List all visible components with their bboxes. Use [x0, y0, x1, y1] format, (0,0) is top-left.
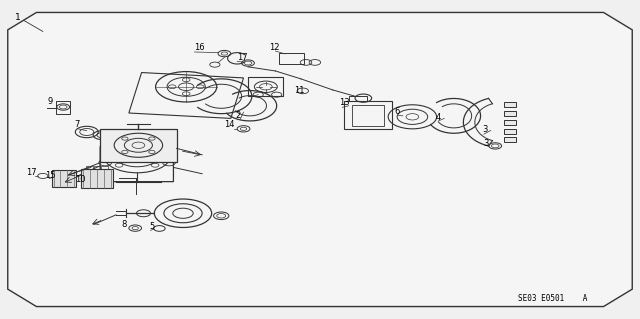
Bar — [504, 137, 516, 142]
Text: 7: 7 — [75, 120, 80, 129]
Bar — [94, 167, 100, 169]
Polygon shape — [8, 12, 632, 307]
Text: 17: 17 — [237, 53, 248, 62]
Text: 14: 14 — [225, 120, 235, 129]
Bar — [278, 53, 304, 64]
Text: 9: 9 — [47, 97, 52, 106]
Text: 5: 5 — [150, 222, 155, 231]
Bar — [344, 101, 392, 130]
Text: 8: 8 — [121, 220, 127, 229]
Bar — [504, 111, 516, 116]
Text: 3: 3 — [483, 139, 488, 148]
Text: 3: 3 — [483, 125, 488, 134]
Text: SE03 E0501    A: SE03 E0501 A — [518, 294, 587, 303]
Bar — [86, 167, 93, 169]
Bar — [81, 169, 113, 188]
Bar — [504, 120, 516, 125]
Text: 6: 6 — [394, 107, 400, 116]
Bar — [504, 129, 516, 134]
Bar — [352, 105, 384, 125]
Bar — [248, 77, 284, 96]
Bar — [349, 96, 367, 101]
Text: 12: 12 — [269, 43, 280, 52]
Bar — [52, 170, 76, 187]
Text: 11: 11 — [294, 86, 305, 95]
Text: 10: 10 — [75, 175, 85, 184]
Text: 4: 4 — [436, 113, 441, 122]
Text: 1: 1 — [15, 13, 21, 22]
Bar — [101, 167, 108, 169]
Text: 15: 15 — [45, 171, 55, 180]
Bar — [504, 102, 516, 107]
Text: 16: 16 — [195, 43, 205, 52]
Text: 13: 13 — [339, 98, 349, 107]
Text: 17: 17 — [26, 168, 36, 177]
Text: 2: 2 — [236, 111, 241, 120]
Bar — [100, 129, 177, 162]
